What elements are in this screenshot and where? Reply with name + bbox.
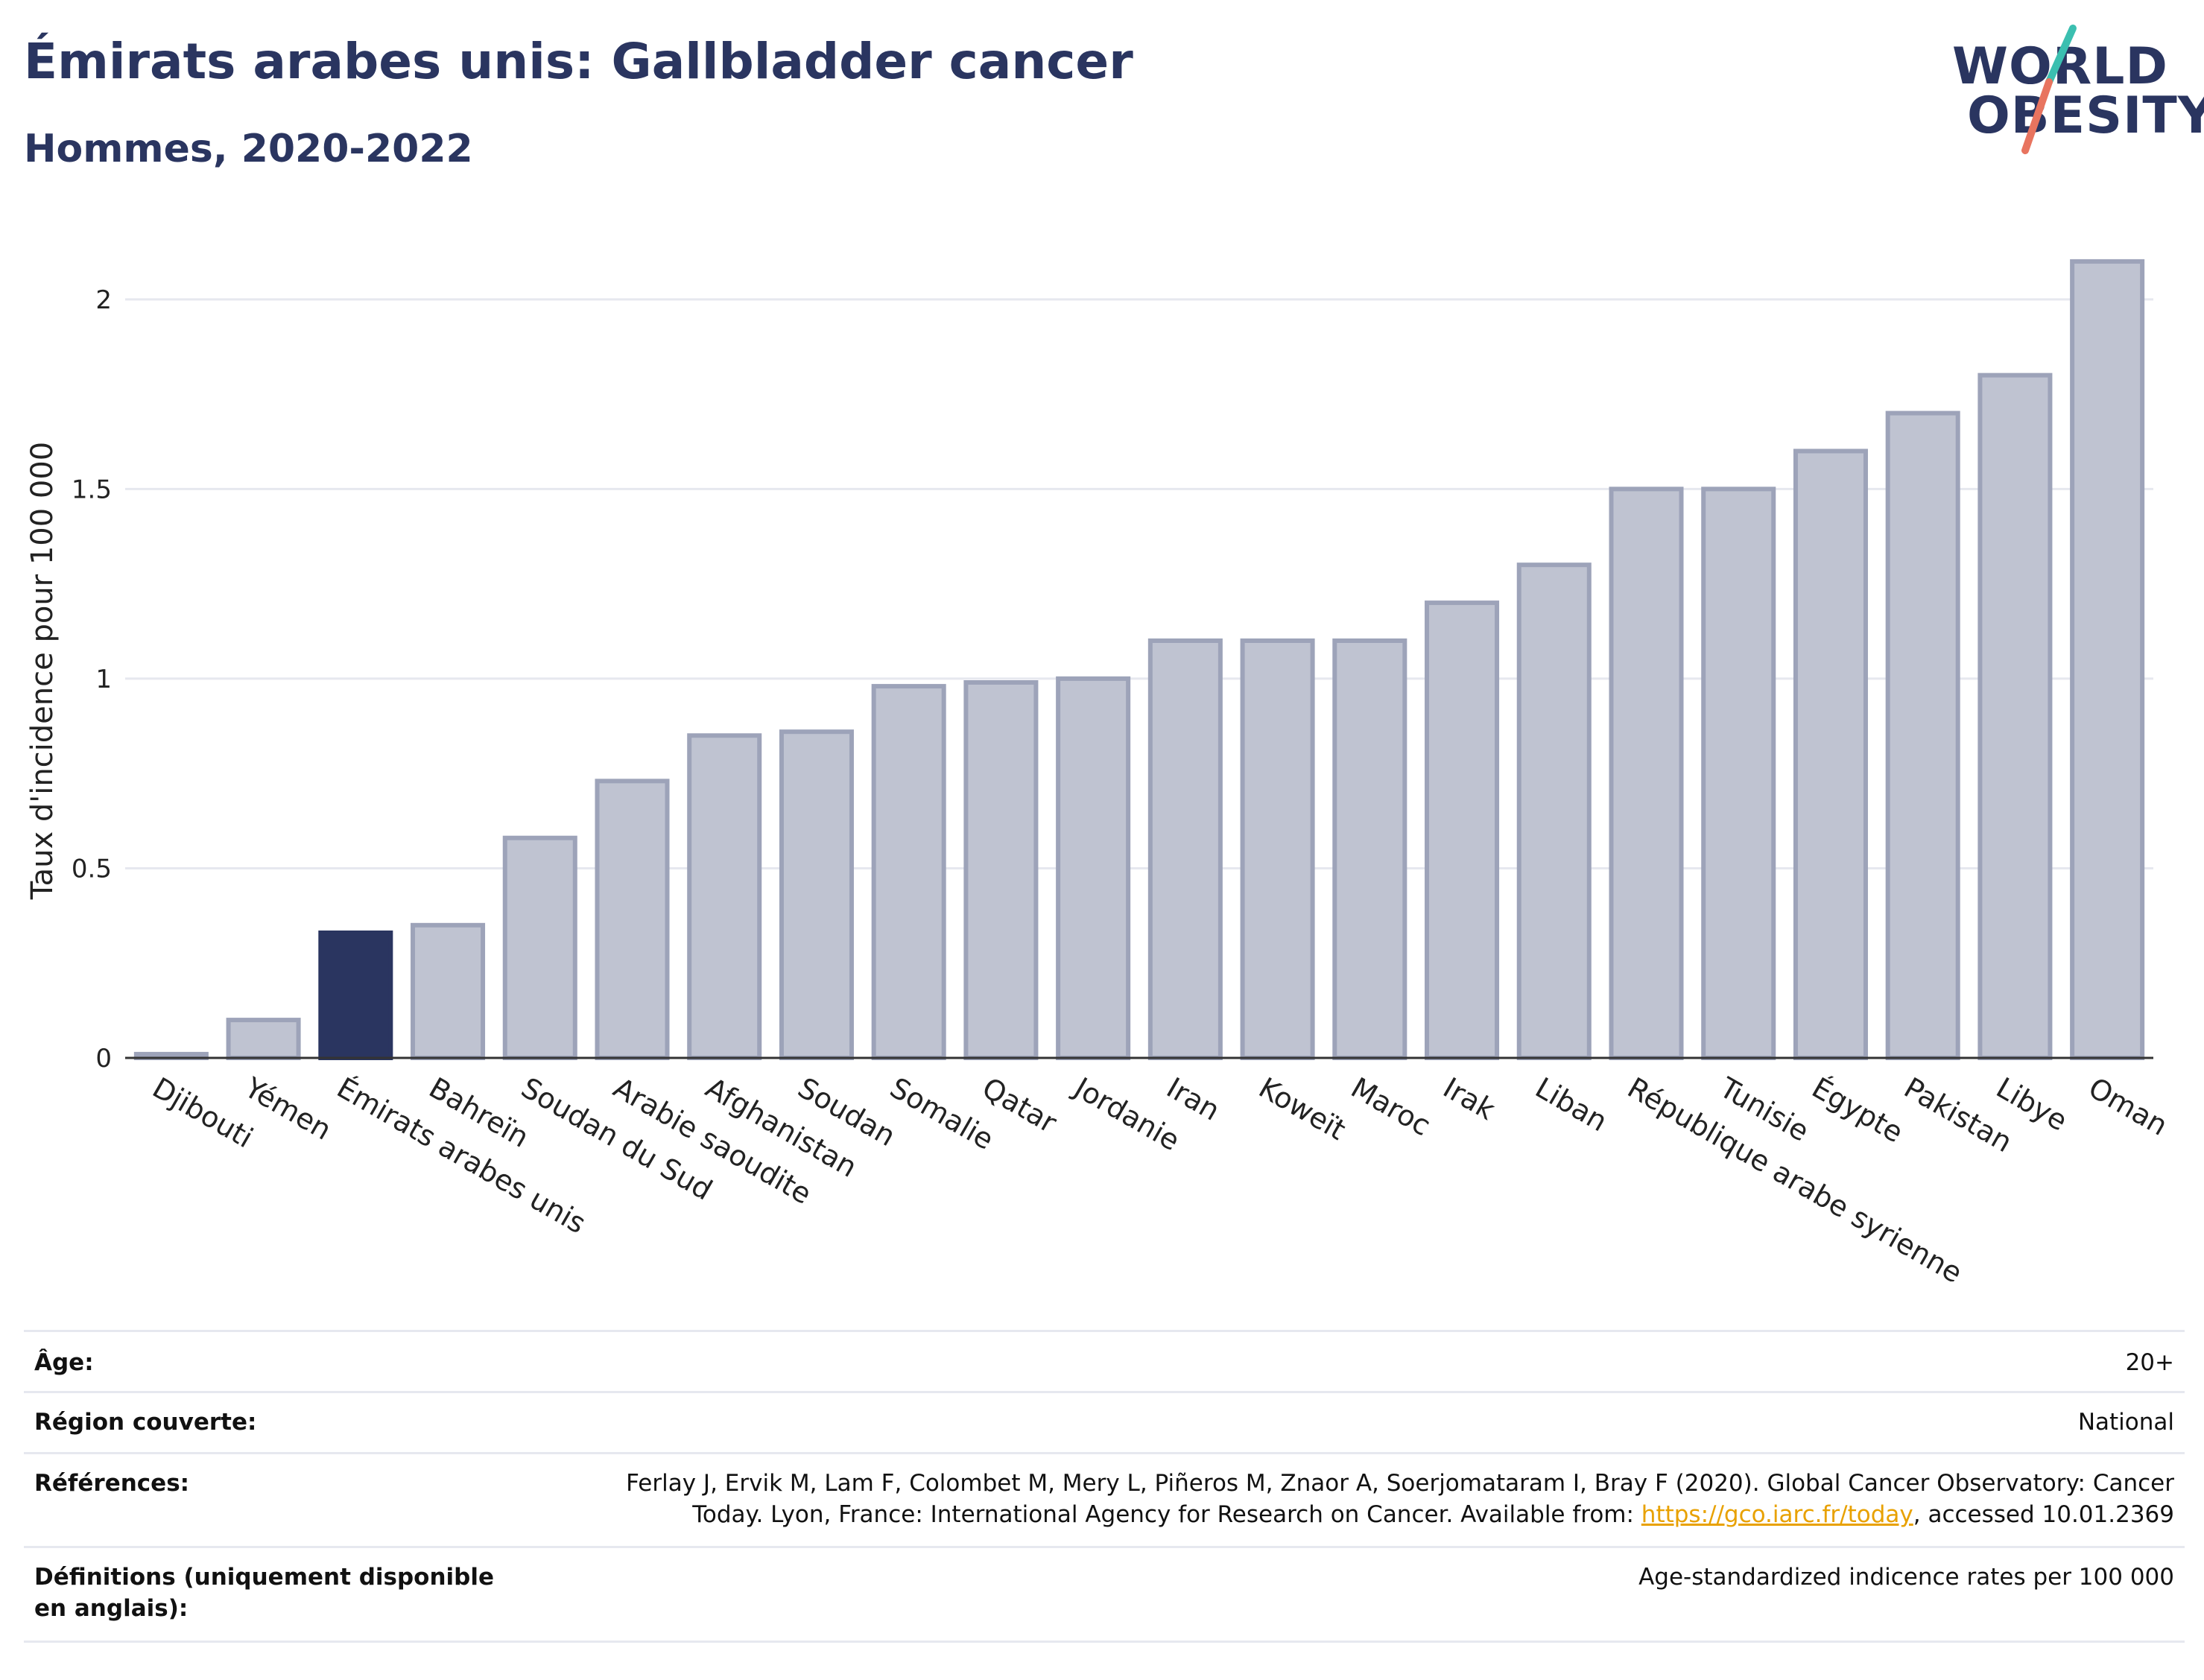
bar-13[interactable] — [1332, 638, 1407, 1060]
bar-4[interactable] — [502, 835, 577, 1061]
bar-21[interactable] — [2070, 259, 2145, 1061]
x-tick-label: Irak — [1438, 1071, 1501, 1126]
x-tick-label: Djibouti — [147, 1071, 259, 1155]
meta-row-definitions: Définitions (uniquement disponible en an… — [24, 1546, 2185, 1643]
reference-line-2: Today. Lyon, France: International Agenc… — [572, 1499, 2174, 1530]
y-tick-label: 1.5 — [72, 475, 112, 504]
bar-1[interactable] — [226, 1018, 301, 1061]
x-tick-label: Somalie — [884, 1071, 999, 1156]
bar-19[interactable] — [1885, 411, 1960, 1060]
meta-value-age: 20+ — [2125, 1349, 2174, 1376]
y-tick-label: 0.5 — [72, 854, 112, 884]
bar-11[interactable] — [1147, 638, 1223, 1060]
bar-8[interactable] — [871, 684, 946, 1060]
bar-2[interactable] — [318, 931, 393, 1060]
meta-label-definitions: Définitions (uniquement disponible en an… — [34, 1564, 495, 1622]
x-tick-label: Koweït — [1253, 1071, 1351, 1147]
x-tick-label: Égypte — [1806, 1071, 1908, 1150]
bar-16[interactable] — [1609, 486, 1684, 1060]
x-tick-label: Iran — [1161, 1071, 1225, 1127]
x-tick-label: Liban — [1530, 1071, 1612, 1138]
bar-17[interactable] — [1701, 486, 1776, 1060]
reference-line-1: Ferlay J, Ervik M, Lam F, Colombet M, Me… — [626, 1470, 2174, 1497]
logo-line-2: OBESITY — [1967, 86, 2204, 145]
meta-label-region: Région couverte: — [34, 1409, 257, 1436]
y-tick-label: 1 — [95, 665, 112, 694]
meta-row-region: Région couverte: National — [24, 1391, 2185, 1453]
bar-20[interactable] — [1977, 373, 2053, 1061]
y-tick-label: 2 — [95, 285, 112, 315]
bar-6[interactable] — [687, 733, 762, 1060]
x-tick-label: Oman — [2083, 1071, 2173, 1142]
reference-line-2-post: , accessed 10.01.2369 — [1913, 1501, 2174, 1528]
reference-link[interactable]: https://gco.iarc.fr/today — [1641, 1501, 1913, 1528]
meta-row-age: Âge: 20+ — [24, 1330, 2185, 1392]
chart-subtitle: Hommes, 2020-2022 — [24, 127, 473, 171]
meta-value-definitions: Age-standardized indicence rates per 100… — [1638, 1564, 2174, 1591]
bar-15[interactable] — [1516, 562, 1592, 1060]
x-tick-label: Yémen — [238, 1071, 337, 1147]
x-tick-label: Maroc — [1346, 1071, 1437, 1143]
meta-value-references: Ferlay J, Ervik M, Lam F, Colombet M, Me… — [572, 1468, 2174, 1530]
x-tick-label: Jordanie — [1068, 1071, 1185, 1158]
chart-title: Émirats arabes unis: Gallbladder cancer — [24, 33, 1133, 90]
meta-row-references: Références: Ferlay J, Ervik M, Lam F, Co… — [24, 1452, 2185, 1547]
bar-5[interactable] — [595, 779, 670, 1060]
meta-value-region: National — [2077, 1409, 2174, 1436]
world-obesity-logo: WORLD OBESITY — [1937, 22, 2204, 156]
bar-3[interactable] — [411, 922, 486, 1060]
reference-line-2-pre: Today. Lyon, France: International Agenc… — [692, 1501, 1641, 1528]
meta-label-references: Références: — [34, 1470, 190, 1497]
bar-14[interactable] — [1425, 600, 1500, 1060]
bar-12[interactable] — [1240, 638, 1315, 1060]
bar-18[interactable] — [1793, 448, 1868, 1061]
y-tick-label: 0 — [95, 1044, 112, 1074]
bar-9[interactable] — [963, 680, 1039, 1060]
bar-7[interactable] — [779, 729, 854, 1060]
logo-slash-icon — [2021, 25, 2077, 154]
meta-label-age: Âge: — [34, 1349, 94, 1376]
bar-10[interactable] — [1056, 676, 1131, 1061]
y-axis-label: Taux d'incidence pour 100 000 — [25, 442, 60, 900]
bar-chart: 0 0.5 1 1.5 2 Taux d'incidence pour 100 000 Dj… — [25, 259, 2173, 1281]
